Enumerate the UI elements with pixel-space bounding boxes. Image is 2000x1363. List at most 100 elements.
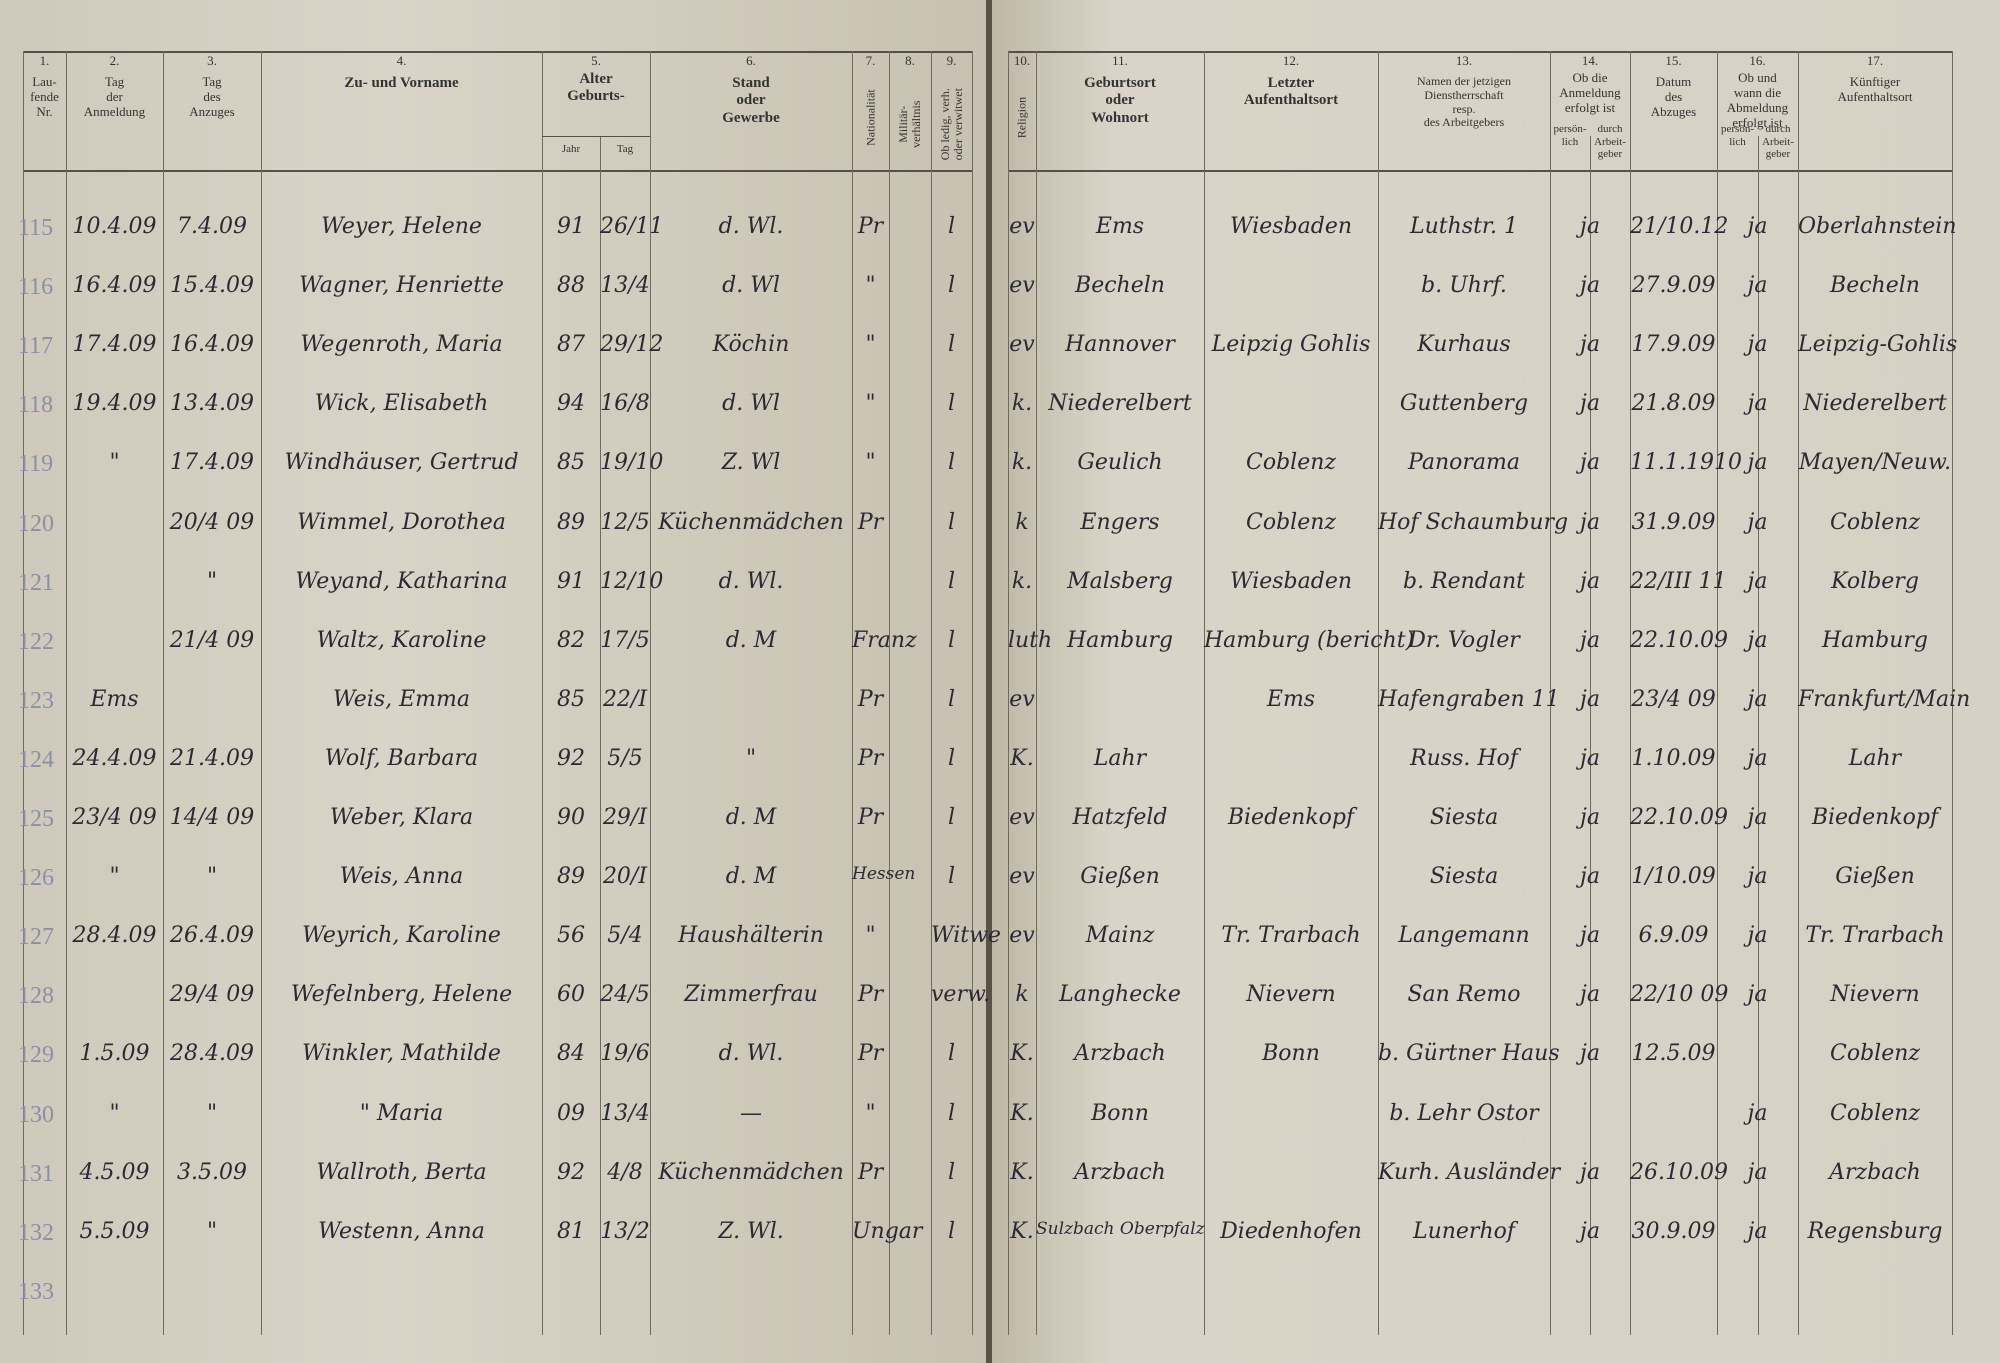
name: Wolf, Barbara (324, 745, 479, 771)
future-residence: Frankfurt/Main (1798, 686, 1971, 712)
departure-date: 1.10.09 (1631, 745, 1716, 771)
nationality: " (865, 1100, 876, 1126)
column-label: Ob die Anmeldung erfolgt ist (1559, 70, 1621, 115)
birth-day: 13/4 (600, 273, 650, 299)
marital-status: l (947, 509, 956, 535)
birthplace: Hatzfeld (1072, 805, 1168, 830)
registration-date: Ems (90, 686, 139, 712)
row-number: 115 (18, 215, 54, 241)
row-number: 126 (18, 865, 54, 892)
registration-done: ja (1580, 745, 1600, 771)
marital-status: l (947, 627, 956, 653)
move-in-date: 28.4.09 (170, 1041, 254, 1067)
future-residence: Tr. Trarbach (1805, 923, 1945, 949)
registration-done: ja (1580, 273, 1600, 299)
row-number: 132 (18, 1219, 54, 1246)
marital-status: l (947, 332, 956, 358)
last-residence: Leipzig Gohlis (1211, 332, 1371, 358)
sub-column-label: Tag (616, 143, 634, 155)
birth-day: 5/5 (607, 745, 643, 771)
row-number: 128 (18, 983, 54, 1010)
birth-day: 5/4 (607, 923, 643, 949)
column-rule (23, 51, 24, 1335)
deregistration-done: ja (1747, 686, 1768, 712)
name: Weis, Emma (332, 686, 471, 712)
registration-done: ja (1580, 864, 1600, 890)
column-label: Alter Geburts- (567, 71, 625, 105)
marital-status: verw. (931, 982, 991, 1008)
name: Wick, Elisabeth (314, 391, 489, 417)
religion: k. (1011, 391, 1033, 417)
row-number: 120 (18, 510, 54, 537)
column-rule (852, 51, 853, 1335)
occupation: d. M (725, 627, 777, 653)
birthplace: Becheln (1075, 273, 1165, 299)
birthplace: Lahr (1093, 745, 1147, 771)
birth-day: 22/I (602, 686, 648, 712)
deregistration-done: ja (1747, 1100, 1768, 1126)
birth-year: 81 (557, 1218, 585, 1244)
religion: k (1015, 509, 1029, 535)
birth-year: 91 (557, 214, 585, 239)
birth-day: 12/5 (600, 509, 650, 535)
employer: Lunerhof (1412, 1218, 1516, 1244)
row-number: 127 (18, 924, 54, 951)
deregistration-done: ja (1747, 273, 1768, 299)
column-rule (1550, 51, 1551, 1335)
future-residence: Coblenz (1830, 1041, 1920, 1067)
departure-date: 22/III 11 (1630, 568, 1727, 594)
sub-header-rule (542, 136, 650, 137)
marital-status: l (947, 864, 956, 890)
column-label: Ob und wann die Abmeldung erfolgt ist (1726, 70, 1789, 130)
row-number: 121 (18, 569, 54, 596)
column-rule (889, 51, 890, 1335)
future-residence: Gießen (1835, 864, 1915, 890)
nationality: " (865, 391, 876, 417)
name: Waltz, Karoline (316, 627, 487, 653)
registration-done: ja (1580, 332, 1600, 358)
registration-date: 24.4.09 (72, 745, 157, 771)
last-residence: Hamburg (bericht) (1204, 627, 1415, 653)
left-page (0, 0, 986, 1363)
future-residence: Oberlahnstein (1798, 214, 1957, 239)
employer: Dr. Vogler (1408, 627, 1520, 653)
column-rule (261, 51, 262, 1335)
column-label: Tag der Anmeldung (83, 74, 146, 119)
row-number: 130 (18, 1101, 54, 1128)
column-rule (931, 51, 932, 1335)
row-number: 122 (18, 628, 54, 655)
employer: Hof Schaumburg (1378, 509, 1569, 535)
departure-date: 22.10.09 (1630, 805, 1728, 830)
column-number: 6. (746, 53, 756, 68)
registration-done: ja (1580, 568, 1600, 594)
birth-day: 19/10 (600, 450, 664, 476)
column-number: 13. (1455, 53, 1473, 68)
row-number: 118 (18, 392, 54, 419)
nationality: Pr (857, 982, 884, 1008)
birthplace: Langhecke (1059, 982, 1181, 1008)
move-in-date: " (206, 864, 218, 890)
deregistration-done: ja (1747, 745, 1768, 771)
name: Weyrich, Karoline (302, 923, 501, 949)
name: Wefelnberg, Helene (290, 982, 513, 1008)
move-in-date: 14/4 09 (169, 805, 255, 830)
move-in-date: " (206, 568, 218, 594)
registration-date: " (109, 864, 120, 890)
employer: Siesta (1429, 805, 1499, 830)
departure-date: 1/10.09 (1631, 864, 1716, 890)
sub-column-label: durch Arbeit- geber (1762, 123, 1794, 161)
employer: b. Rendant (1402, 568, 1526, 594)
birth-day: 16/8 (600, 391, 650, 417)
column-label: Stand oder Gewerbe (722, 75, 780, 126)
deregistration-done: ja (1747, 1218, 1768, 1244)
last-residence: Bonn (1262, 1041, 1320, 1067)
column-rule (1008, 51, 1009, 1335)
last-residence: Coblenz (1246, 509, 1336, 535)
nationality: Pr (857, 214, 884, 239)
birthplace: Malsberg (1067, 568, 1173, 594)
move-in-date: 26.4.09 (170, 923, 254, 949)
deregistration-done: ja (1747, 214, 1768, 239)
marital-status: Witwe (931, 923, 1001, 949)
religion: luth (1008, 627, 1053, 653)
employer: Russ. Hof (1410, 745, 1518, 771)
